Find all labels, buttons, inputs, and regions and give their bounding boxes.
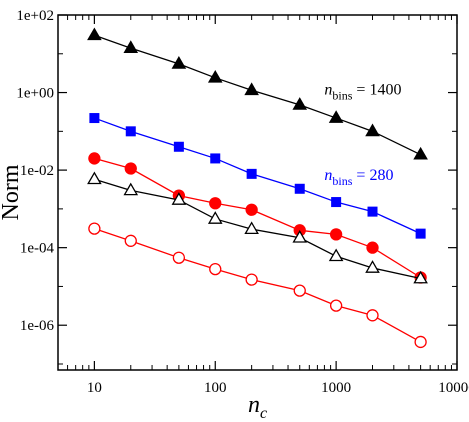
data-point-circle — [88, 222, 101, 235]
data-point-triangle — [87, 27, 102, 41]
y-tick-label: 1e-04 — [20, 241, 55, 257]
series-annotation-1: nbins = 1400 — [324, 81, 401, 102]
data-point-circle — [414, 335, 427, 349]
x-tick-label: 10000 — [438, 380, 469, 396]
annotations: nbins = 1400 nbins = 280 — [324, 81, 401, 188]
x-tick-label: 100 — [204, 380, 227, 396]
data-point-triangle — [328, 248, 344, 262]
data-point-triangle — [413, 146, 428, 160]
data-point-square — [89, 113, 100, 124]
data-point-triangle — [292, 97, 308, 110]
data-point-circle — [329, 299, 343, 312]
data-point-square — [210, 153, 221, 164]
data-point-circle — [124, 162, 137, 175]
x-tick-label: 10 — [87, 380, 102, 396]
data-point-circle — [329, 228, 343, 241]
y-tick-label: 1e+00 — [16, 86, 54, 102]
series-5 — [88, 222, 427, 349]
data-point-square — [331, 197, 342, 208]
series-2 — [89, 113, 426, 239]
data-point-circle — [209, 262, 222, 276]
y-axis-label: Norm — [0, 164, 24, 220]
data-point-circle — [366, 309, 379, 322]
data-point-triangle — [123, 40, 139, 53]
y-tick-label: 1e-02 — [20, 163, 54, 179]
data-point-square — [294, 183, 305, 194]
data-point-triangle — [244, 221, 259, 235]
series-1 — [87, 27, 428, 160]
series-annotation-2: nbins = 280 — [324, 167, 393, 188]
data-point-triangle — [123, 182, 139, 196]
plot-frame — [57, 14, 458, 371]
data-point-square — [173, 141, 184, 152]
data-point-circle — [293, 284, 306, 297]
axis-ticks: 10 100 1000 10000 1e-06 1e-04 1e-02 1e+00 1e+02 — [16, 8, 469, 396]
data-point-circle — [245, 273, 258, 286]
data-point-triangle — [292, 229, 308, 243]
data-point-circle — [172, 251, 186, 264]
data-point-square — [246, 168, 257, 179]
data-point-triangle — [87, 171, 102, 185]
data-point-triangle — [207, 70, 223, 83]
data-point-square — [125, 126, 136, 137]
data-point-square — [367, 206, 378, 217]
data-point-circle — [245, 203, 258, 216]
data-point-triangle — [365, 260, 380, 273]
data-point-circle — [366, 241, 379, 254]
data-point-square — [415, 228, 426, 239]
data-point-triangle — [413, 270, 428, 284]
y-tick-label: 1e+02 — [16, 8, 54, 24]
data-point-triangle — [171, 56, 187, 69]
chart-marks — [87, 27, 428, 349]
y-tick-label: 1e-06 — [20, 318, 55, 334]
data-point-triangle — [207, 211, 223, 224]
data-point-triangle — [171, 192, 187, 205]
data-point-triangle — [244, 82, 259, 96]
x-axis-label: nc — [248, 392, 267, 422]
data-point-circle — [124, 234, 137, 247]
x-tick-label: 1000 — [321, 380, 351, 396]
data-point-circle — [88, 152, 101, 165]
data-point-triangle — [328, 110, 344, 123]
data-point-triangle — [365, 123, 380, 137]
series-4 — [87, 171, 428, 284]
data-point-circle — [209, 197, 222, 210]
